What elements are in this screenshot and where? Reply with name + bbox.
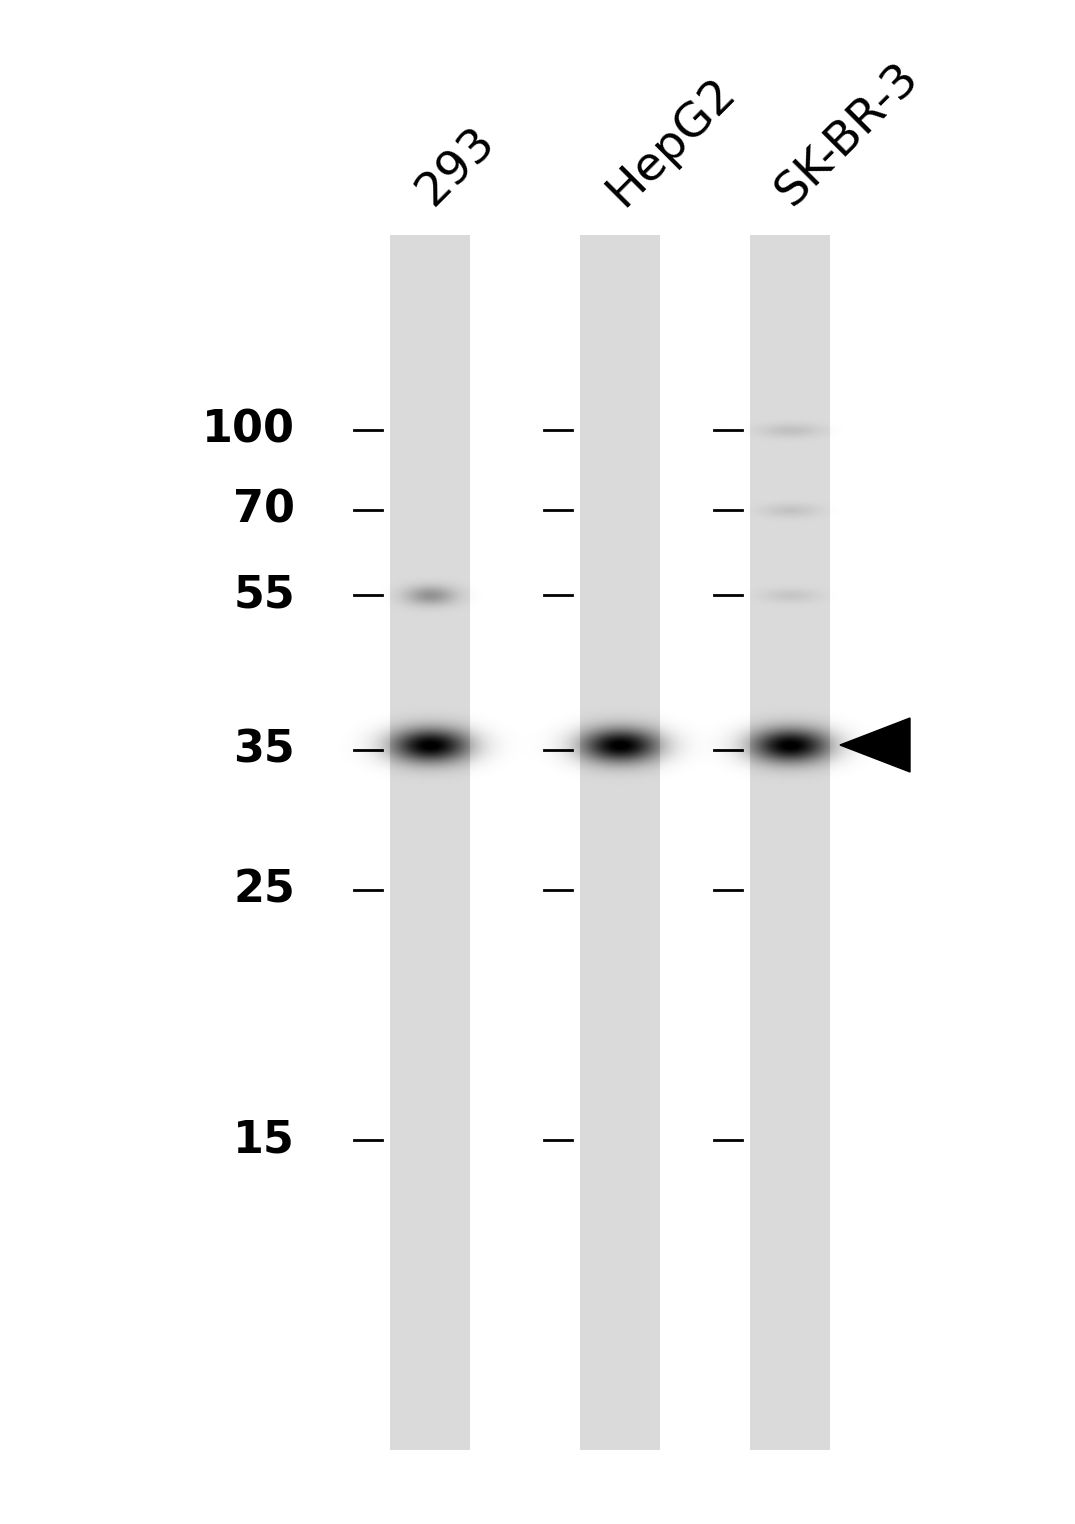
Text: 55: 55 xyxy=(233,573,295,617)
Text: 70: 70 xyxy=(233,489,295,532)
Text: 25: 25 xyxy=(233,869,295,911)
Text: 100: 100 xyxy=(202,408,295,451)
Polygon shape xyxy=(840,718,911,773)
Text: HepG2: HepG2 xyxy=(598,69,744,215)
Text: 15: 15 xyxy=(233,1119,295,1161)
Text: 35: 35 xyxy=(233,728,295,771)
Text: SK-BR-3: SK-BR-3 xyxy=(769,55,929,215)
Text: 293: 293 xyxy=(408,119,504,215)
